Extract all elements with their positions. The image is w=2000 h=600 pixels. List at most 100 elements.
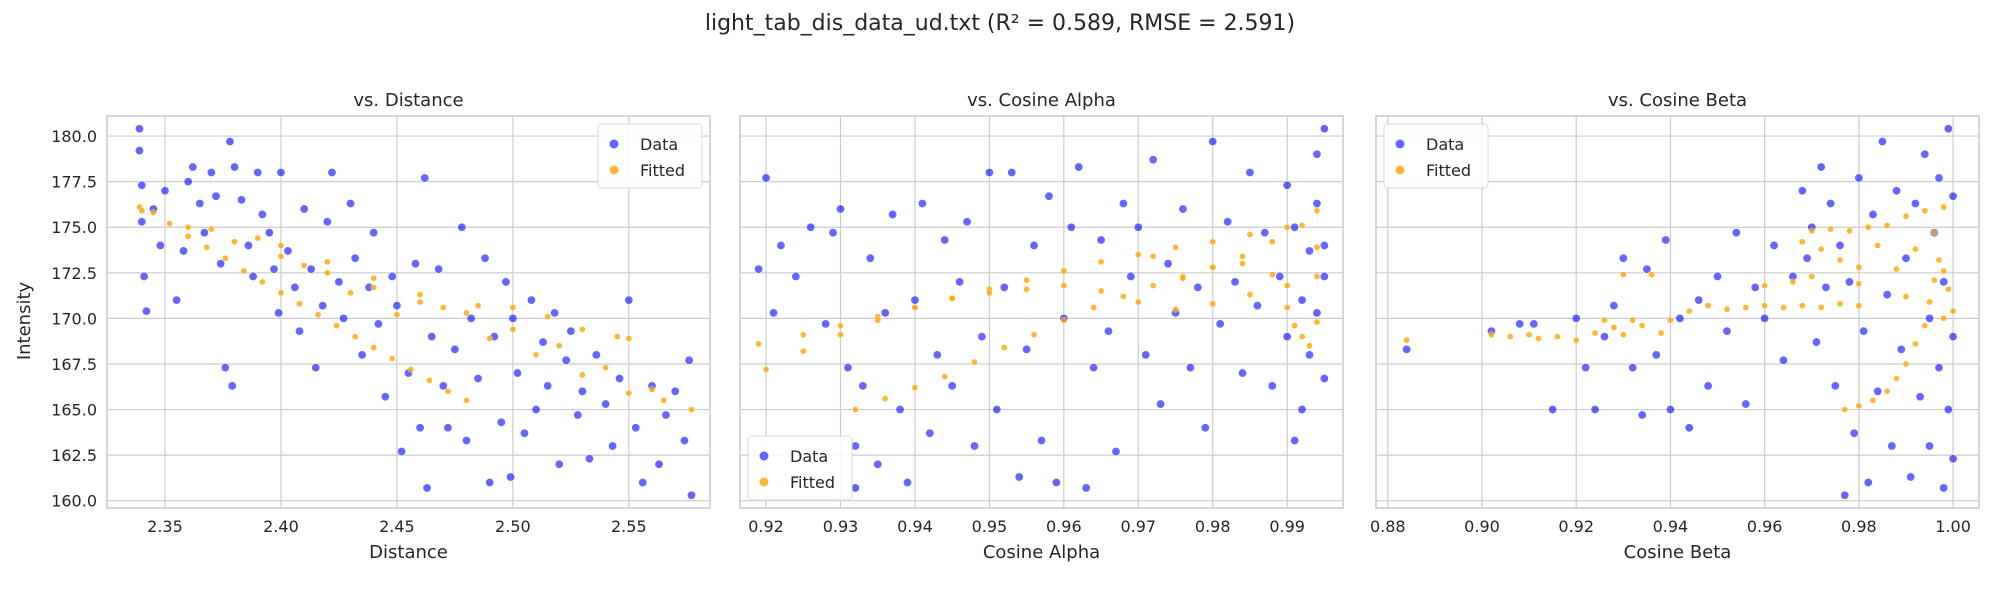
data-point xyxy=(334,277,344,287)
data-point xyxy=(1074,162,1084,172)
data-point xyxy=(508,313,518,323)
fitted-point xyxy=(1001,344,1008,351)
fitted-point xyxy=(1657,329,1665,337)
x-axis-label: Cosine Beta xyxy=(1624,542,1732,563)
data-point xyxy=(1873,386,1883,396)
fitted-point xyxy=(1097,258,1105,266)
x-tick-label: 0.98 xyxy=(1195,517,1231,536)
y-tick-label: 160.0 xyxy=(51,492,97,511)
data-point xyxy=(601,399,611,409)
panel-3: 0.88 0.90 0.92 0.94 0.96 0.98 1.00 vs. Cosine B… xyxy=(1370,90,1980,563)
legend-box xyxy=(597,123,703,189)
data-point xyxy=(1548,405,1558,415)
fitted-point xyxy=(1239,260,1246,267)
data-point xyxy=(1599,332,1609,342)
data-point xyxy=(276,168,286,178)
fitted-point xyxy=(1403,337,1410,344)
fitted-point xyxy=(1097,287,1105,295)
x-tick-label: 0.96 xyxy=(1747,517,1783,536)
data-point xyxy=(1319,240,1329,250)
x-tick-label: 0.96 xyxy=(1046,517,1082,536)
panels: 2.35 2.40 2.45 2.50 2.55 160.0 162.5 165.0 167.5… xyxy=(51,90,1980,563)
data-point xyxy=(977,332,987,342)
fitted-point xyxy=(463,397,470,404)
data-point xyxy=(955,277,965,287)
data-point xyxy=(1939,277,1949,287)
fitted-point xyxy=(1298,222,1306,229)
data-point xyxy=(631,423,641,433)
fitted-point xyxy=(1150,253,1157,260)
data-point xyxy=(984,168,994,178)
data-point xyxy=(1252,301,1262,311)
legend-marker-fitted xyxy=(609,165,619,175)
data-point xyxy=(220,363,230,373)
x-axis-label: Distance xyxy=(369,542,448,563)
legend-marker-data xyxy=(759,451,769,461)
data-point xyxy=(380,392,390,402)
fitted-point xyxy=(370,344,377,351)
data-point xyxy=(450,344,460,354)
data-point xyxy=(754,264,764,274)
y-tick-label: 177.5 xyxy=(51,173,97,192)
fitted-point xyxy=(911,384,919,391)
fitted-point xyxy=(874,317,881,324)
fitted-point xyxy=(314,311,322,318)
data-point xyxy=(873,459,883,469)
data-point xyxy=(1044,191,1054,201)
fitted-point xyxy=(1629,317,1636,324)
data-point xyxy=(1007,168,1017,178)
fitted-point xyxy=(1535,335,1542,342)
data-point xyxy=(225,137,235,147)
data-point xyxy=(584,454,594,464)
data-point xyxy=(1618,253,1628,263)
data-point xyxy=(466,313,476,323)
x-tick-label: 0.88 xyxy=(1370,517,1406,536)
data-point xyxy=(910,295,920,305)
data-point xyxy=(806,222,816,232)
data-point xyxy=(438,381,448,391)
fitted-point xyxy=(1902,293,1910,300)
data-point xyxy=(1230,277,1240,287)
fitted-point xyxy=(150,209,157,216)
data-point xyxy=(865,253,875,263)
data-point xyxy=(357,350,367,360)
data-point xyxy=(1821,282,1831,292)
data-point xyxy=(1260,228,1270,238)
data-point xyxy=(339,313,349,323)
x-tick-label: 0.95 xyxy=(972,517,1008,536)
legend-label-fitted: Fitted xyxy=(790,473,835,492)
data-point xyxy=(776,240,786,250)
data-point xyxy=(940,235,950,245)
fitted-point xyxy=(800,331,807,338)
data-point xyxy=(496,417,506,427)
data-point xyxy=(969,441,979,451)
fitted-point xyxy=(986,289,993,297)
data-point xyxy=(828,228,838,238)
data-point xyxy=(531,405,541,415)
data-point xyxy=(1675,313,1685,323)
data-point xyxy=(346,199,356,209)
fitted-point xyxy=(1090,304,1097,311)
series-fitted xyxy=(136,204,695,413)
data-point xyxy=(624,295,634,305)
data-point xyxy=(1665,405,1675,415)
data-point xyxy=(577,386,587,396)
fitted-point xyxy=(579,371,586,379)
data-point xyxy=(917,199,927,209)
data-point xyxy=(679,436,689,446)
fitted-point xyxy=(1949,307,1957,315)
fitted-point xyxy=(1246,231,1254,238)
legend-marker-data xyxy=(609,139,619,149)
data-point xyxy=(387,271,397,281)
data-point xyxy=(573,410,583,420)
fitted-point xyxy=(1940,267,1947,275)
fitted-point xyxy=(426,377,433,384)
x-tick-label: 0.93 xyxy=(823,517,859,536)
fitted-point xyxy=(1601,317,1608,324)
legend-box xyxy=(1383,123,1489,189)
fitted-point xyxy=(1135,298,1142,306)
data-point xyxy=(457,222,467,232)
fitted-point xyxy=(208,225,215,233)
data-point xyxy=(1943,124,1953,134)
x-tick-label: 0.90 xyxy=(1464,517,1500,536)
